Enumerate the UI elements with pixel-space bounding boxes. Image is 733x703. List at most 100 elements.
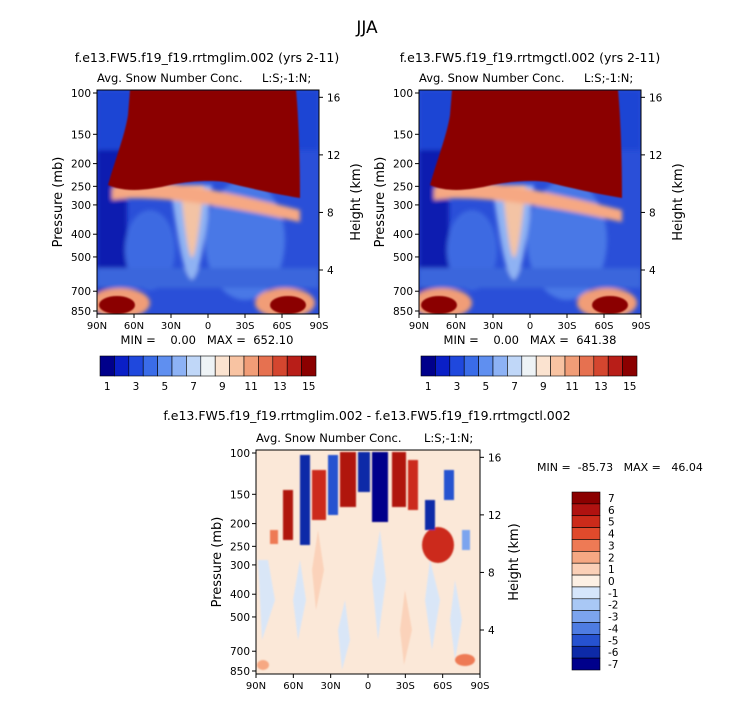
colorbar-label: -2: [608, 600, 618, 612]
colorbar-box: [564, 355, 580, 377]
x-tick-label: 30N: [321, 681, 341, 692]
panel-1-ylabel-right: Height (km): [349, 163, 364, 240]
colorbar-label: 3: [608, 540, 615, 552]
panel-1-variable-label: Avg. Snow Number Conc.: [97, 71, 242, 85]
colorbar-box: [571, 551, 601, 564]
x-tick-label: 30N: [483, 321, 503, 332]
right-tick-label: 12: [649, 150, 662, 162]
colorbar-box: [571, 527, 601, 540]
colorbar-box: [521, 355, 537, 377]
y-tick-label: 400: [393, 229, 413, 241]
panel-2-ylabel: Pressure (mb): [373, 157, 388, 248]
colorbar-box: [272, 355, 288, 377]
y-tick-label: 150: [230, 489, 250, 501]
x-tick-label: 60N: [446, 321, 466, 332]
colorbar-box: [571, 515, 601, 528]
colorbar-box: [622, 355, 638, 377]
main-title: JJA: [355, 18, 378, 38]
colorbar-box: [571, 574, 601, 588]
colorbar-label: -5: [608, 635, 618, 647]
colorbar-box: [286, 355, 302, 377]
right-tick-label: 4: [488, 625, 495, 637]
x-tick-label: 30N: [161, 321, 181, 332]
panel-2-colorbar: 1 3 5 7 9 11 13 15: [420, 355, 638, 393]
panel-3-variable-label: Avg. Snow Number Conc.: [256, 431, 401, 445]
colorbar-box: [200, 355, 216, 377]
x-tick-label: 90S: [631, 321, 650, 332]
panel-1-title: f.e13.FW5.f19_f19.rrtmglim.002 (yrs 2-11…: [75, 50, 340, 65]
colorbar-box: [186, 355, 202, 377]
x-tick-label: 60S: [272, 321, 291, 332]
panel-2-stats: MIN = 0.00 MAX = 641.38: [444, 333, 617, 347]
colorbar-box: [128, 355, 144, 377]
colorbar-box: [571, 622, 601, 635]
panel-2-variable-label: Avg. Snow Number Conc.: [419, 71, 564, 85]
colorbar-label: -4: [608, 623, 619, 635]
colorbar-box: [571, 610, 601, 623]
x-tick-label: 60S: [433, 681, 452, 692]
colorbar-box: [607, 355, 623, 377]
colorbar-label: 4: [608, 529, 615, 541]
colorbar-box: [142, 355, 158, 377]
y-tick-label: 300: [230, 560, 250, 572]
colorbar-label: 5: [608, 517, 615, 529]
colorbar-box: [571, 634, 601, 647]
colorbar-box: [258, 355, 274, 377]
colorbar-label: 3: [133, 381, 140, 393]
colorbar-box: [463, 355, 479, 377]
y-tick-label: 700: [71, 286, 91, 298]
colorbar-box: [507, 355, 523, 377]
colorbar-box: [492, 355, 508, 377]
panel-1-stats: MIN = 0.00 MAX = 652.10: [121, 333, 294, 347]
right-tick-label: 12: [327, 150, 340, 162]
colorbar-box: [229, 355, 245, 377]
y-tick-label: 250: [393, 181, 413, 193]
colorbar-box: [478, 355, 494, 377]
x-tick-label: 0: [527, 321, 533, 332]
y-tick-label: 500: [230, 612, 250, 624]
y-tick-label: 200: [393, 159, 413, 171]
panel-1-colorbar: 1 3 5 7 9 11 13 15: [99, 355, 317, 393]
y-tick-label: 100: [393, 88, 413, 100]
colorbar-label: 1: [608, 564, 615, 576]
colorbar-box: [243, 355, 259, 377]
panel-1-ylabel: Pressure (mb): [51, 157, 66, 248]
x-tick-label: 90N: [409, 321, 429, 332]
x-tick-label: 30S: [396, 681, 415, 692]
x-tick-label: 30S: [235, 321, 254, 332]
colorbar-label: 1: [425, 381, 432, 393]
colorbar-label: 13: [273, 381, 286, 393]
colorbar-label: 7: [511, 381, 518, 393]
panel-2-level-label: L:S;-1:N;: [584, 71, 633, 85]
y-tick-label: 850: [393, 306, 413, 318]
x-tick-label: 90S: [309, 321, 328, 332]
colorbar-box: [420, 355, 436, 377]
colorbar-label: 1: [104, 381, 111, 393]
x-tick-label: 60S: [594, 321, 613, 332]
right-tick-label: 16: [327, 92, 341, 104]
colorbar-label: 2: [608, 552, 615, 564]
panel-3-stats: MIN = -85.73 MAX = 46.04: [537, 461, 703, 474]
colorbar-box: [114, 355, 130, 377]
colorbar-label: 13: [594, 381, 607, 393]
x-tick-label: 90N: [87, 321, 107, 332]
panel-3-title: f.e13.FW5.f19_f19.rrtmglim.002 - f.e13.F…: [163, 408, 570, 423]
panel-3-level-label: L:S;-1:N;: [424, 431, 473, 445]
y-tick-label: 400: [71, 229, 91, 241]
panel-2: f.e13.FW5.f19_f19.rrtmgctl.002 (yrs 2-11…: [373, 50, 686, 393]
right-tick-label: 4: [649, 265, 656, 277]
colorbar-label: 15: [623, 381, 636, 393]
colorbar-label: 5: [161, 381, 168, 393]
colorbar-label: 0: [608, 576, 615, 588]
x-tick-label: 0: [205, 321, 211, 332]
panel-2-title: f.e13.FW5.f19_f19.rrtmgctl.002 (yrs 2-11…: [400, 50, 661, 65]
panel-2-heatmap: [419, 90, 641, 314]
x-tick-label: 60N: [283, 681, 303, 692]
colorbar-box: [99, 355, 115, 377]
colorbar-box: [579, 355, 595, 377]
right-tick-label: 8: [327, 207, 334, 219]
y-tick-label: 700: [230, 646, 250, 658]
y-tick-label: 100: [230, 448, 250, 460]
colorbar-label: -1: [608, 588, 618, 600]
